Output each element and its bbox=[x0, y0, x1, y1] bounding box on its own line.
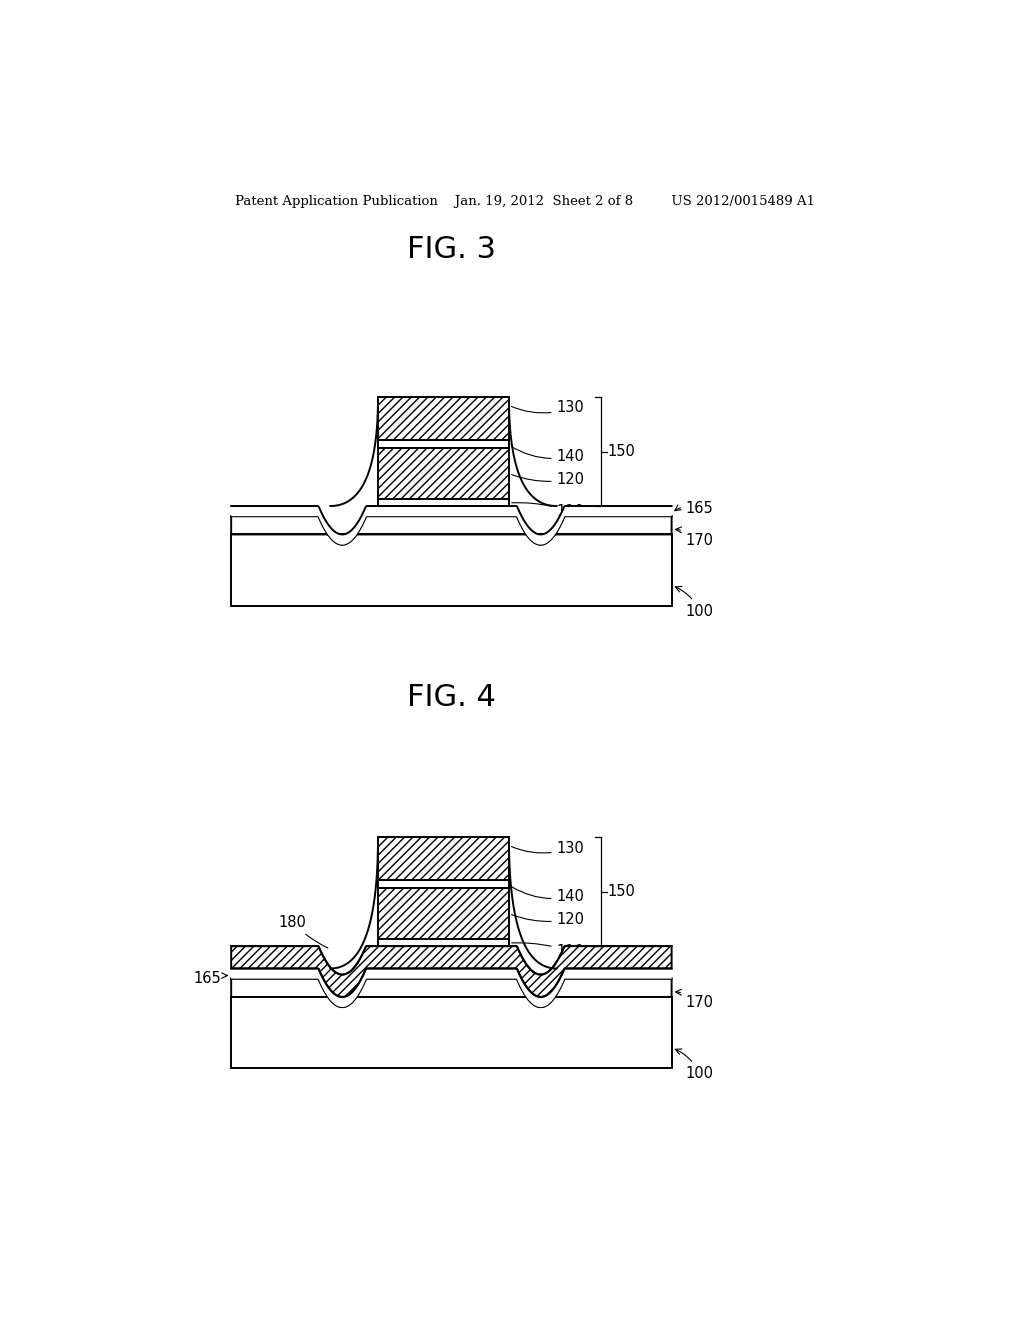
Bar bbox=[378, 888, 509, 939]
Text: 110: 110 bbox=[512, 942, 585, 960]
Text: 170: 170 bbox=[676, 527, 714, 548]
Bar bbox=[378, 880, 509, 888]
Text: 120: 120 bbox=[512, 471, 585, 487]
Polygon shape bbox=[231, 506, 672, 545]
Polygon shape bbox=[231, 516, 672, 545]
Bar bbox=[378, 397, 509, 440]
Text: 100: 100 bbox=[676, 1049, 714, 1081]
Text: FIG. 4: FIG. 4 bbox=[408, 682, 497, 711]
Text: 140: 140 bbox=[511, 887, 585, 904]
Text: 130: 130 bbox=[511, 400, 585, 416]
Text: 165: 165 bbox=[194, 972, 221, 986]
Text: 130: 130 bbox=[511, 841, 585, 855]
Text: 140: 140 bbox=[511, 446, 585, 465]
Text: 120: 120 bbox=[512, 912, 585, 927]
Text: 150: 150 bbox=[607, 444, 635, 459]
Text: 110: 110 bbox=[512, 503, 585, 519]
Bar bbox=[378, 447, 509, 499]
Text: FIG. 3: FIG. 3 bbox=[408, 235, 497, 264]
Polygon shape bbox=[231, 969, 672, 1007]
Bar bbox=[378, 939, 509, 946]
Text: Patent Application Publication    Jan. 19, 2012  Sheet 2 of 8         US 2012/00: Patent Application Publication Jan. 19, … bbox=[234, 194, 815, 207]
Text: 180: 180 bbox=[279, 915, 328, 948]
Text: 170: 170 bbox=[676, 989, 714, 1010]
Polygon shape bbox=[231, 946, 672, 997]
Bar bbox=[378, 499, 509, 506]
Bar bbox=[378, 837, 509, 880]
Text: 150: 150 bbox=[607, 884, 635, 899]
Text: 165: 165 bbox=[675, 502, 714, 516]
Bar bbox=[231, 535, 672, 606]
Text: 100: 100 bbox=[676, 586, 714, 619]
Polygon shape bbox=[231, 978, 672, 1007]
Bar bbox=[378, 440, 509, 447]
Bar bbox=[231, 997, 672, 1068]
